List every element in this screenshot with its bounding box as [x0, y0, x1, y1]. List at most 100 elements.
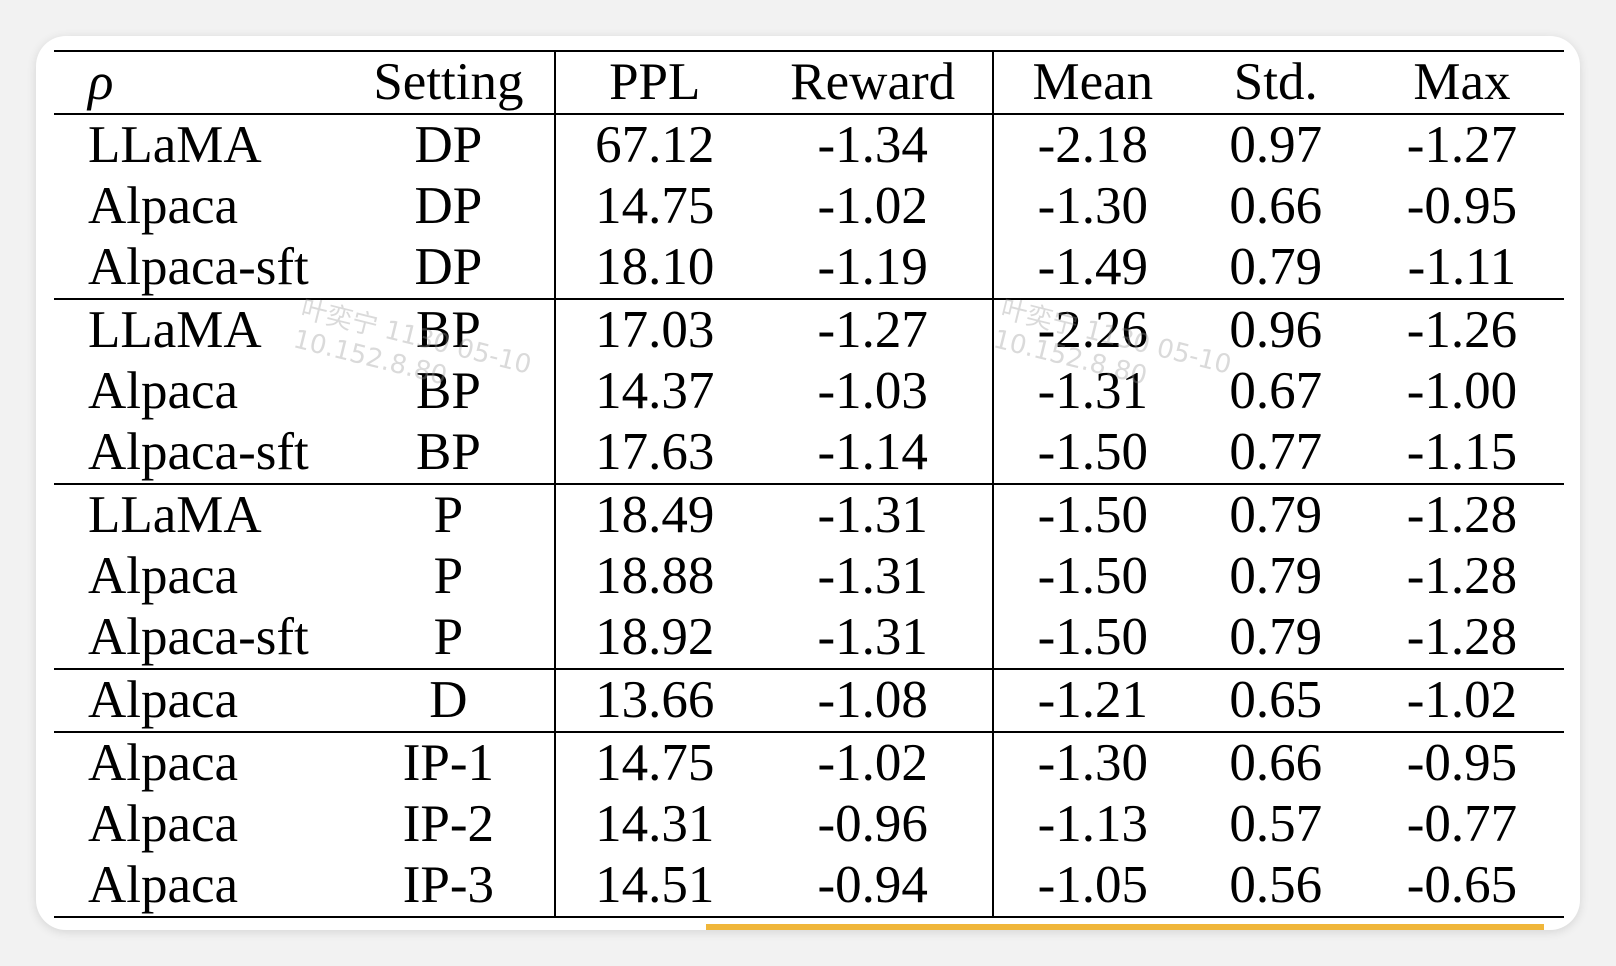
- cell-mean: -1.05: [991, 855, 1192, 918]
- cell-ppl: 13.66: [553, 669, 754, 733]
- cell-ppl: 14.51: [553, 855, 754, 918]
- cell-setting: IP-2: [402, 795, 495, 853]
- cell-mean: -1.50: [991, 607, 1192, 670]
- header-row: ρ Setting PPL Reward Mean Std. Max: [54, 50, 1564, 115]
- cell-max: -1.28: [1359, 607, 1564, 670]
- table-row: LLaMA BP 17.03 -1.27 -2.26 0.96 -1.26: [54, 299, 1564, 361]
- cell-mean: -1.50: [991, 484, 1192, 546]
- cell-ppl: 14.31: [553, 794, 754, 855]
- cell-max: -0.65: [1359, 855, 1564, 918]
- cell-reward: -1.19: [753, 237, 993, 300]
- cell-model: Alpaca-sft: [54, 237, 343, 300]
- cell-ppl: 18.10: [553, 237, 754, 300]
- cell-ppl: 17.63: [553, 422, 754, 485]
- results-table: ρ Setting PPL Reward Mean Std. Max LLaMA…: [54, 50, 1564, 918]
- cell-std: 0.66: [1229, 734, 1323, 792]
- table-row: Alpaca DP 14.75 -1.02 -1.30 0.66 -0.95: [54, 176, 1564, 237]
- table-row: Alpaca D 13.66 -1.08 -1.21 0.65 -1.02: [54, 669, 1564, 733]
- cell-setting: P: [342, 607, 555, 670]
- cell-std: 0.66: [1229, 177, 1323, 235]
- cell-std: 0.96: [1229, 301, 1323, 359]
- cell-reward-best: -1.02: [817, 177, 928, 235]
- header-mean: Mean: [991, 50, 1192, 115]
- cell-max: -1.26: [1406, 301, 1518, 359]
- cell-mean: -2.26: [991, 299, 1192, 361]
- header-setting: Setting: [342, 50, 555, 115]
- cell-setting: D: [342, 669, 555, 733]
- cell-model: Alpaca: [88, 795, 239, 853]
- cell-max: -1.11: [1359, 237, 1564, 300]
- cell-reward: -1.31: [817, 486, 928, 544]
- cell-setting: DP: [414, 116, 483, 174]
- table-row: LLaMA DP 67.12 -1.34 -2.18 0.97 -1.27: [54, 114, 1564, 176]
- table-row: Alpaca P 18.88 -1.31 -1.50 0.79 -1.28: [54, 546, 1564, 607]
- cell-std: 0.57: [1229, 795, 1323, 853]
- cell-ppl: 14.75: [553, 176, 754, 237]
- cell-reward: -0.96: [817, 795, 928, 853]
- table-row: Alpaca-sft BP 17.63 -1.14 -1.50 0.77 -1.…: [54, 422, 1564, 485]
- table-row: Alpaca BP 14.37 -1.03 -1.31 0.67 -1.00: [54, 361, 1564, 422]
- cell-ppl: 18.88: [553, 546, 754, 607]
- cell-reward: -1.08: [753, 669, 993, 733]
- cell-mean: -1.30: [991, 732, 1192, 794]
- cell-setting: DP: [342, 237, 555, 300]
- cell-reward: -1.03: [817, 362, 928, 420]
- cell-mean: -1.50: [991, 422, 1192, 485]
- cell-std: 0.79: [1229, 486, 1323, 544]
- table-row: Alpaca IP-3 14.51 -0.94 -1.05 0.56 -0.65: [54, 855, 1564, 918]
- cell-setting: BP: [415, 362, 481, 420]
- cell-max: -0.95: [1406, 734, 1518, 792]
- cell-mean: -1.49: [991, 237, 1192, 300]
- table-card: ρ Setting PPL Reward Mean Std. Max LLaMA…: [36, 36, 1580, 930]
- cell-std: 0.79: [1191, 607, 1360, 670]
- cell-mean: -2.18: [991, 114, 1192, 176]
- cell-setting: IP-3: [342, 855, 555, 918]
- cell-max: -1.28: [1406, 547, 1518, 605]
- cell-model: Alpaca: [88, 177, 239, 235]
- cell-std: 0.97: [1229, 116, 1323, 174]
- cell-model: Alpaca: [88, 362, 239, 420]
- table-row: Alpaca-sft P 18.92 -1.31 -1.50 0.79 -1.2…: [54, 607, 1564, 670]
- cell-max: -0.95: [1406, 177, 1518, 235]
- cell-ppl: 18.49: [553, 484, 754, 546]
- cell-setting: BP: [415, 301, 481, 359]
- cell-mean: -1.21: [991, 669, 1192, 733]
- cell-ppl: 17.03: [553, 299, 754, 361]
- cell-reward: -1.27: [817, 301, 928, 359]
- cell-max: -1.28: [1406, 486, 1518, 544]
- cell-model: Alpaca: [88, 734, 239, 792]
- cell-mean: -1.31: [991, 361, 1192, 422]
- cell-setting: P: [433, 547, 464, 605]
- cell-reward: -1.14: [753, 422, 993, 485]
- cell-std: 0.79: [1191, 237, 1360, 300]
- cell-model: LLaMA: [88, 301, 262, 359]
- cell-max: -1.00: [1406, 362, 1518, 420]
- cell-reward: -1.02: [817, 734, 928, 792]
- header-ppl: PPL: [553, 50, 754, 115]
- cell-ppl: 18.92: [553, 607, 754, 670]
- cell-setting: DP: [414, 177, 483, 235]
- cell-model: Alpaca: [54, 669, 343, 733]
- cell-mean: -1.50: [991, 546, 1192, 607]
- cell-setting: BP: [342, 422, 555, 485]
- cell-reward: -1.31: [753, 607, 993, 670]
- cell-model: Alpaca: [54, 855, 343, 918]
- cell-std: 0.79: [1229, 547, 1323, 605]
- cell-reward: -1.34: [817, 116, 928, 174]
- cell-ppl: 67.12: [553, 114, 754, 176]
- cell-max: -1.02: [1359, 669, 1564, 733]
- cell-std: 0.67: [1229, 362, 1323, 420]
- cell-max: -1.27: [1406, 116, 1518, 174]
- table-row: Alpaca IP-2 14.31 -0.96 -1.13 0.57 -0.77: [54, 794, 1564, 855]
- header-reward: Reward: [753, 50, 993, 115]
- cell-std: 0.77: [1191, 422, 1360, 485]
- header-max: Max: [1359, 50, 1564, 115]
- header-rho: ρ: [54, 50, 343, 115]
- cell-model: LLaMA: [88, 116, 262, 174]
- accent-bar: [706, 924, 1544, 930]
- cell-mean: -1.30: [991, 176, 1192, 237]
- cell-ppl: 14.37: [553, 361, 754, 422]
- cell-mean: -1.13: [991, 794, 1192, 855]
- cell-std: 0.65: [1191, 669, 1360, 733]
- cell-max: -1.15: [1359, 422, 1564, 485]
